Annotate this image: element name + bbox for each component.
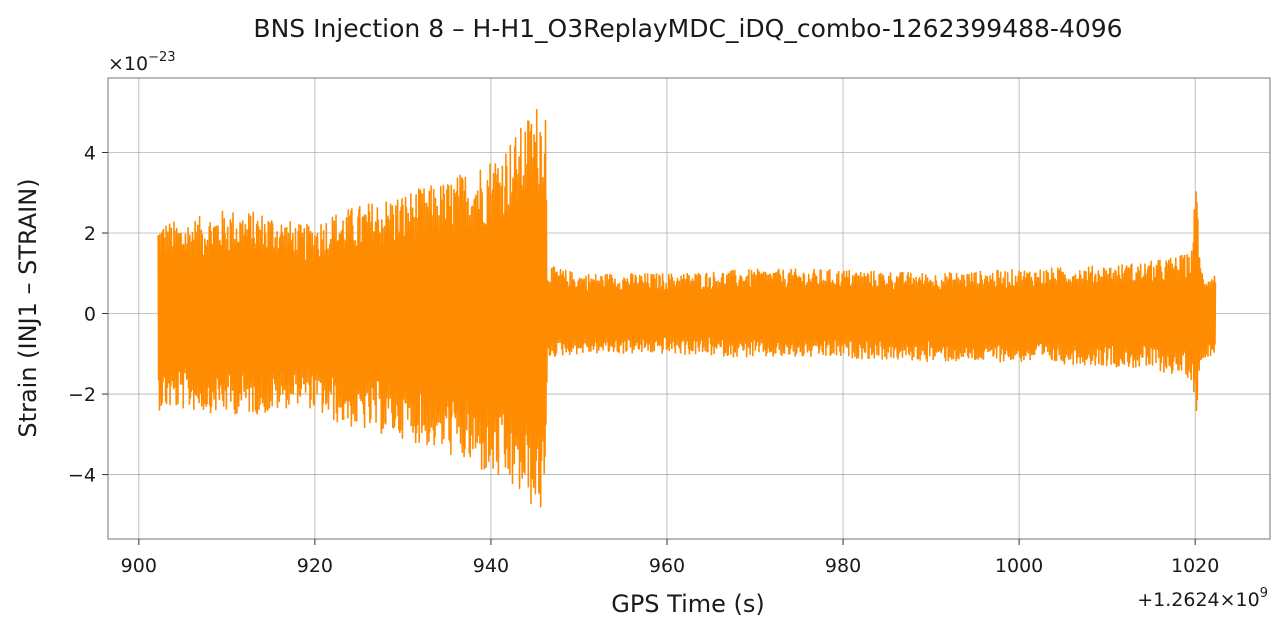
plot-frame — [107, 77, 1271, 540]
y-tick-label: −4 — [68, 465, 96, 487]
strain-series-line — [157, 108, 1217, 508]
x-tick-label: 1000 — [995, 555, 1043, 577]
y-tick-label: 2 — [84, 223, 96, 245]
y-multiplier: ×10−23 — [108, 50, 176, 75]
x-tick-label: 1020 — [1171, 555, 1219, 577]
x-tick-label: 900 — [121, 555, 157, 577]
y-axis-label: Strain (INJ1 – STRAIN) — [14, 178, 42, 437]
x-offset: +1.2624×109 — [1137, 586, 1268, 611]
x-tick-label: 980 — [825, 555, 861, 577]
x-tick-label: 960 — [649, 555, 685, 577]
x-tick-label: 920 — [297, 555, 333, 577]
y-tick-label: 0 — [84, 304, 96, 326]
x-axis-label: GPS Time (s) — [611, 590, 765, 618]
x-tick-label: 940 — [473, 555, 509, 577]
y-tick-label: −2 — [68, 384, 96, 406]
y-tick-label: 4 — [84, 142, 96, 164]
chart-title: BNS Injection 8 – H-H1_O3ReplayMDC_iDQ_c… — [253, 14, 1122, 43]
